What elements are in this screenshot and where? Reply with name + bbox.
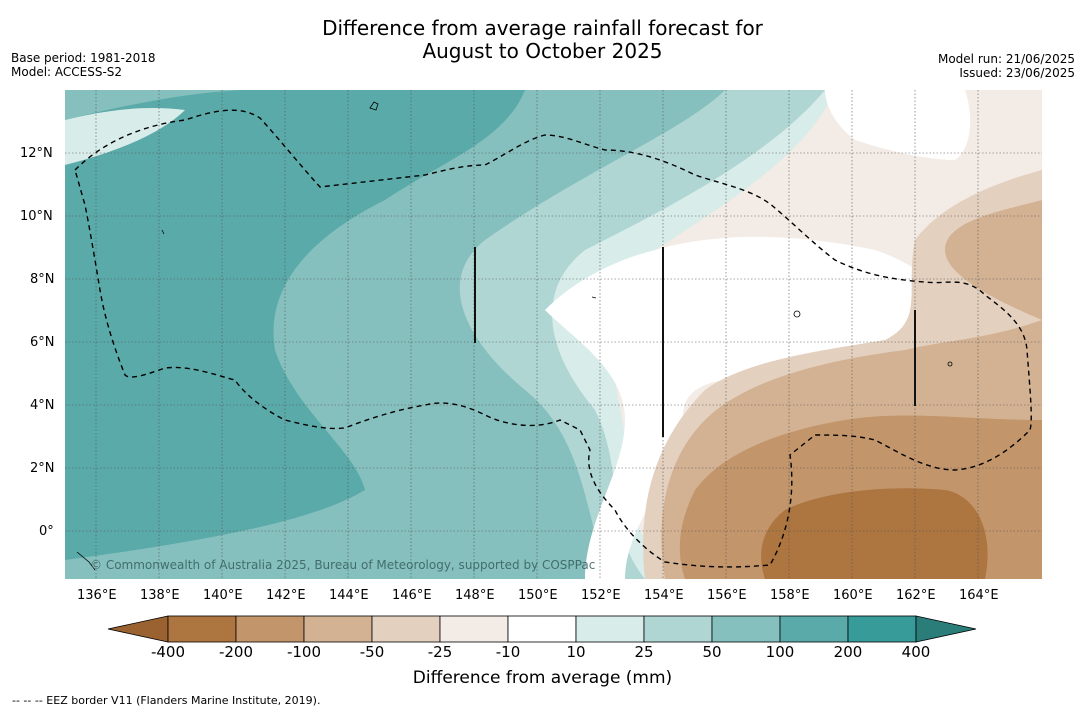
model-label: Model: ACCESS-S2: [11, 65, 123, 79]
colorbar: [107, 615, 977, 643]
band-light-top-left: [65, 108, 185, 165]
x-tick-144e: 144°E: [329, 588, 369, 603]
colorbar-tick-label: 50: [702, 643, 722, 661]
y-tick-10n: 10°N: [20, 209, 53, 224]
x-tick-160e: 160°E: [833, 588, 873, 603]
colorbar-bin: [439, 615, 509, 643]
x-tick-164e: 164°E: [959, 588, 999, 603]
x-tick-154e: 154°E: [644, 588, 684, 603]
x-tick-162e: 162°E: [896, 588, 936, 603]
colorbar-tick-label: -25: [427, 643, 453, 661]
colorbar-bin: [235, 615, 305, 643]
x-tick-136e: 136°E: [77, 588, 117, 603]
rainfall-map-svg: [65, 90, 1042, 579]
y-tick-4n: 4°N: [30, 398, 55, 413]
band-neutral-c: [825, 90, 971, 160]
colorbar-tick-label: -100: [286, 643, 322, 661]
colorbar-extend-high: [915, 615, 977, 643]
issued-label: Issued: 23/06/2025: [959, 66, 1075, 80]
x-tick-152e: 152°E: [581, 588, 621, 603]
colorbar-tick-label: 400: [901, 643, 931, 661]
x-tick-138e: 138°E: [140, 588, 180, 603]
colorbar-tick-label: -200: [218, 643, 254, 661]
colorbar-bin: [643, 615, 713, 643]
eez-border: [74, 109, 1032, 568]
colorbar-bin: [507, 615, 577, 643]
x-tick-150e: 150°E: [518, 588, 558, 603]
copyright-notice: © Commonwealth of Australia 2025, Bureau…: [90, 558, 596, 572]
model-run-label: Model run: 21/06/2025: [937, 52, 1075, 66]
map-title-line2: August to October 2025: [422, 39, 663, 63]
band-minus-25-east: [945, 200, 1042, 320]
colorbar-tick-label: 25: [634, 643, 654, 661]
band-100-200: [65, 90, 525, 560]
region-markers: [474, 247, 916, 437]
band-neutral-b: [705, 282, 840, 315]
colorbar-tick-label: -50: [359, 643, 385, 661]
eez-legend-note: -- -- -- EEZ border V11 (Flanders Marine…: [12, 694, 321, 707]
x-tick-140e: 140°E: [203, 588, 243, 603]
rainfall-map: [65, 90, 1042, 579]
x-tick-158e: 158°E: [770, 588, 810, 603]
colorbar-bin: [575, 615, 645, 643]
colorbar-tick-label: -10: [495, 643, 521, 661]
band-neutral-a: [545, 236, 952, 579]
colorbar-bin: [167, 615, 237, 643]
y-tick-8n: 8°N: [30, 272, 55, 287]
y-tick-0: 0°: [39, 524, 54, 539]
base-period-label: Base period: 1981-2018: [11, 51, 156, 65]
graticule: [65, 90, 1042, 579]
colorbar-bin: [371, 615, 441, 643]
x-tick-146e: 146°E: [392, 588, 432, 603]
colorbar-bin: [303, 615, 373, 643]
colorbar-bin: [847, 615, 917, 643]
x-tick-156e: 156°E: [707, 588, 747, 603]
colorbar-extend-low: [107, 615, 169, 643]
y-tick-2n: 2°N: [30, 461, 55, 476]
colorbar-tick-label: -400: [150, 643, 186, 661]
islands: [76, 101, 953, 571]
colorbar-title: Difference from average (mm): [412, 668, 673, 688]
x-tick-142e: 142°E: [266, 588, 306, 603]
x-tick-148e: 148°E: [455, 588, 495, 603]
y-tick-12n: 12°N: [20, 146, 53, 161]
colorbar-bin: [711, 615, 781, 643]
band-minus-200: [761, 488, 988, 579]
map-title-line1: Difference from average rainfall forecas…: [322, 16, 763, 40]
y-tick-6n: 6°N: [30, 335, 55, 350]
colorbar-tick-label: 10: [566, 643, 586, 661]
colorbar-tick-label: 100: [765, 643, 795, 661]
colorbar-bin: [779, 615, 849, 643]
colorbar-tick-label: 200: [833, 643, 863, 661]
